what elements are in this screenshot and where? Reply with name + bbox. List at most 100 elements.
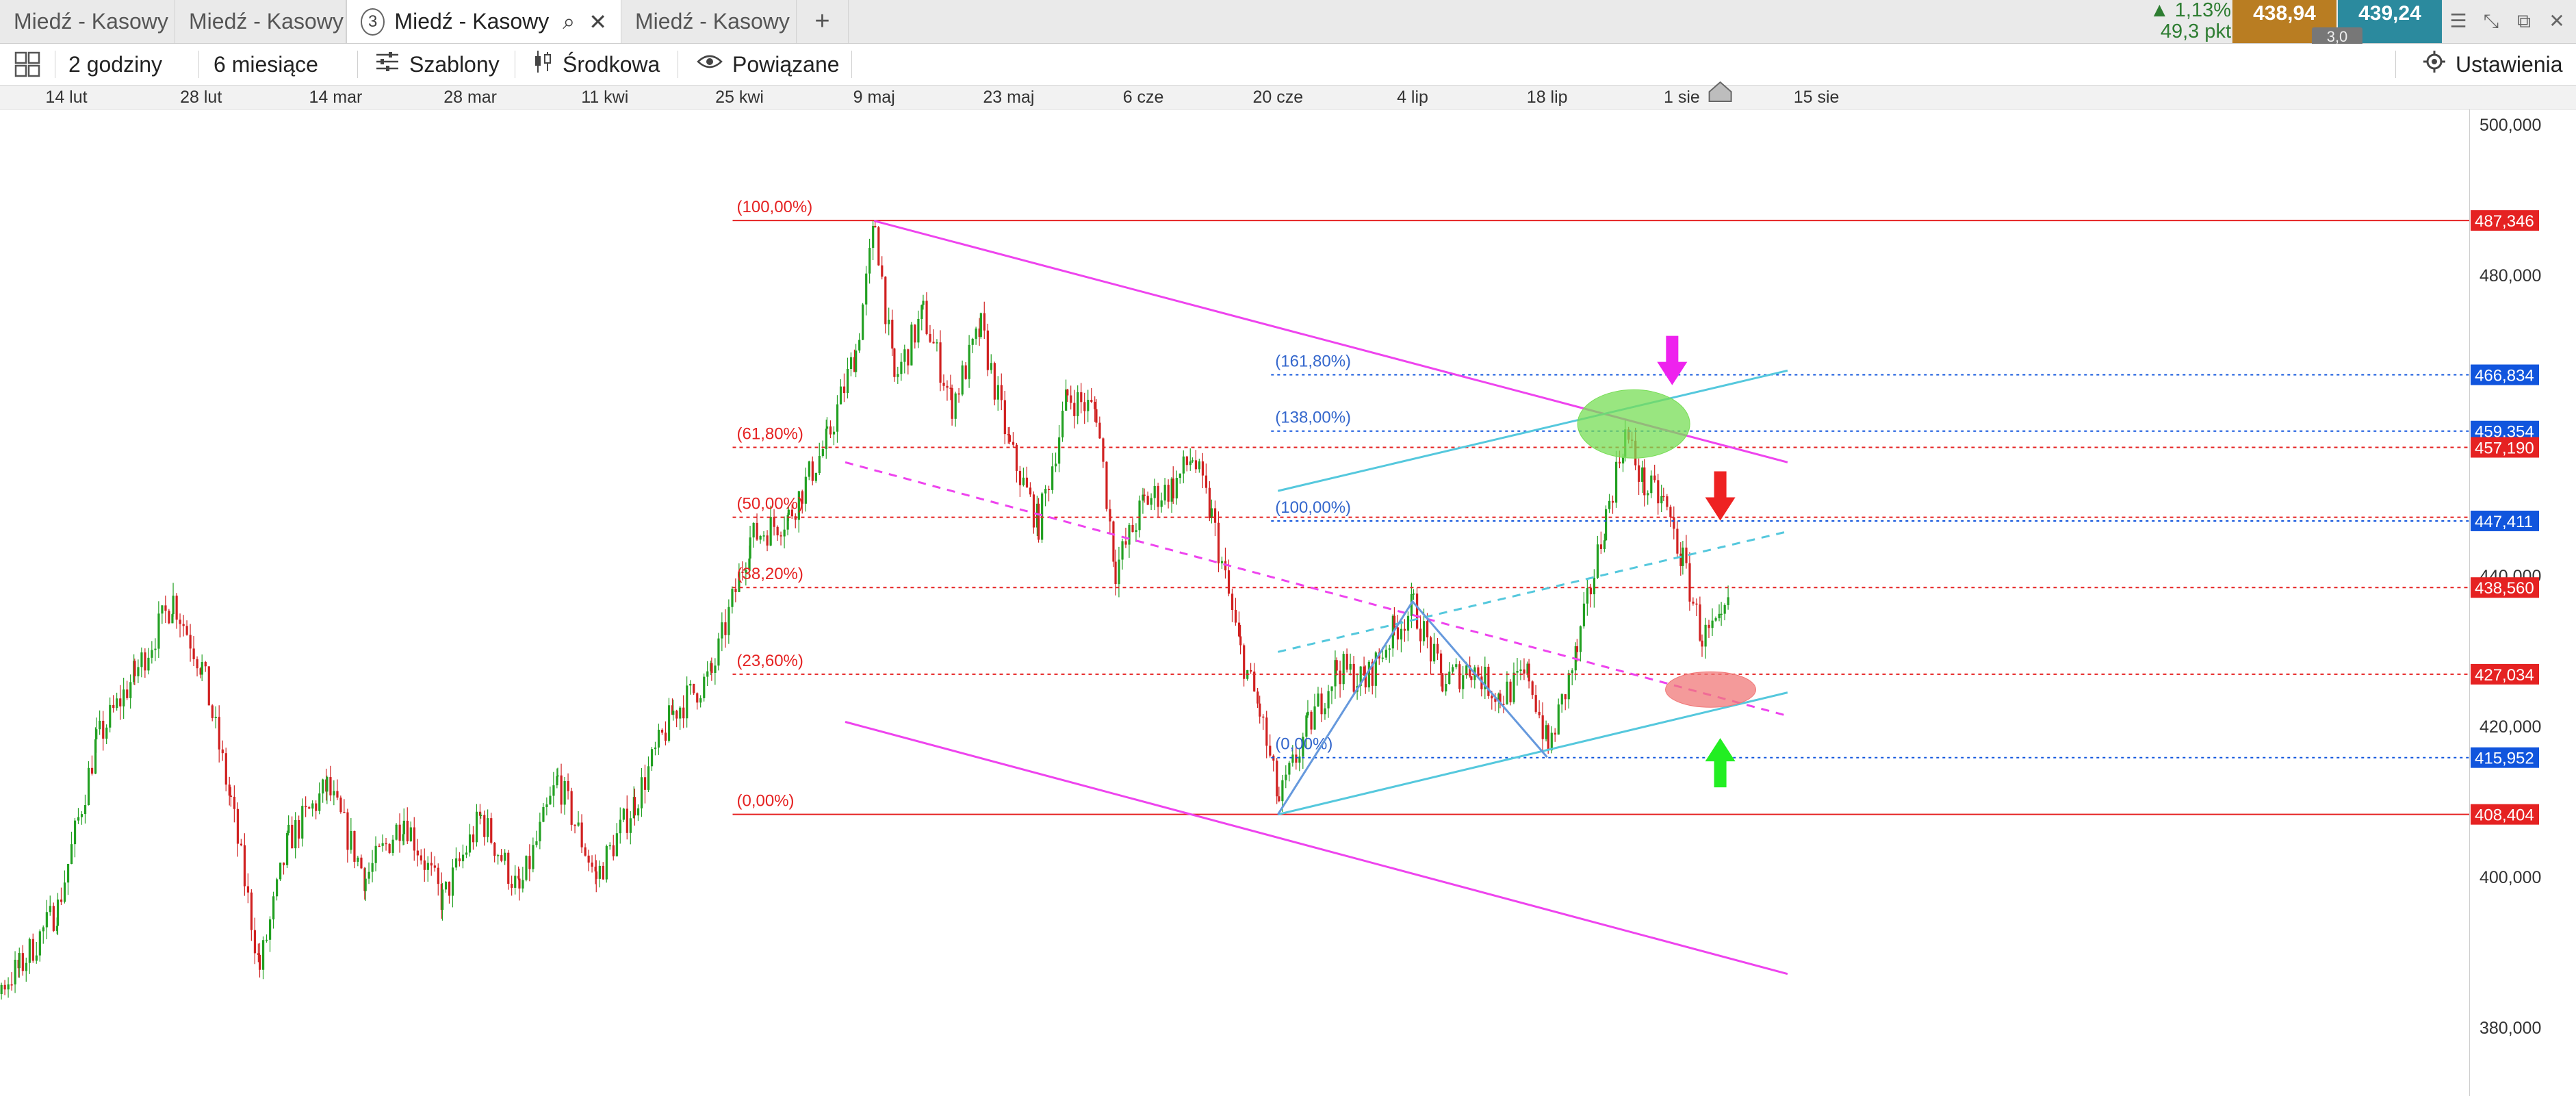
fib-retracement-label: (38,20%) — [737, 565, 803, 583]
tab-1[interactable]: Miedź - Kasowy — [0, 0, 175, 43]
candle-body — [1087, 400, 1090, 411]
candle-body — [56, 900, 60, 926]
candle-body — [1494, 698, 1497, 702]
candle-body — [957, 393, 960, 395]
tab-badge: 3 — [361, 8, 385, 36]
tab-4[interactable]: Miedź - Kasowy — [621, 0, 797, 43]
candle-body — [654, 747, 657, 750]
date-tick-label: 1 sie — [1663, 88, 1700, 107]
fib-retracement-label: (0,00%) — [737, 792, 795, 811]
candle-body — [490, 818, 493, 843]
candle-body — [1035, 503, 1039, 528]
trend-line-rising-upper — [1277, 369, 1788, 492]
candle-body — [756, 522, 758, 540]
candle-body — [818, 455, 821, 474]
indicator-button[interactable]: Środkowa — [532, 44, 660, 85]
candle-body — [888, 319, 890, 324]
candle-body — [95, 729, 98, 740]
candle-body — [925, 301, 928, 334]
templates-button[interactable]: Szablony — [375, 44, 500, 85]
menu-icon[interactable]: ☰ — [2449, 10, 2467, 31]
candle-body — [1025, 477, 1029, 488]
related-button[interactable]: Powiązane — [697, 44, 840, 85]
candle-body — [1109, 509, 1111, 522]
candle-body — [996, 385, 999, 400]
candle-body — [1676, 528, 1679, 554]
popout-icon[interactable]: ⧉ — [2517, 10, 2531, 31]
candle-body — [388, 843, 391, 853]
candle-body — [1345, 654, 1348, 670]
candle-body — [112, 704, 115, 709]
candle-body — [932, 342, 935, 344]
settings-label: Ustawienia — [2456, 51, 2563, 77]
candle-body — [83, 805, 87, 815]
tab-3[interactable]: 3 Miedź - Kasowy ⌕ ✕ — [346, 0, 621, 43]
candle-body — [629, 818, 632, 833]
tab-2[interactable]: Miedź - Kasowy — [175, 0, 346, 43]
candle-body — [900, 361, 903, 374]
candle-body — [179, 620, 181, 624]
candle-body — [1619, 461, 1621, 463]
candle-body — [1070, 395, 1072, 403]
candle-body — [315, 803, 318, 811]
candle-body — [1012, 442, 1015, 445]
candle-body — [1374, 652, 1377, 686]
new-tab-button[interactable]: + — [797, 0, 849, 43]
candle-body — [731, 589, 734, 607]
candle-body — [1083, 402, 1086, 411]
price-tick-label: 480,000 — [2480, 266, 2542, 285]
candle-body — [1608, 500, 1611, 509]
candle-body — [308, 807, 311, 809]
candle-body — [298, 819, 300, 839]
candle-body — [1560, 694, 1563, 705]
candle-body — [339, 798, 342, 813]
interval-selector[interactable]: 2 godziny — [68, 44, 162, 85]
price-marker-tag — [2471, 510, 2539, 531]
window-close-icon[interactable]: ✕ — [2549, 10, 2565, 31]
date-tick-label: 14 mar — [309, 88, 363, 107]
spread-badge: 3,0 — [2312, 27, 2362, 47]
candle-body — [236, 808, 240, 844]
candle-body — [762, 535, 765, 537]
candle-body — [1647, 493, 1649, 496]
candle-body — [951, 388, 953, 419]
candle-body — [660, 729, 664, 733]
search-icon[interactable]: ⌕ — [563, 8, 576, 34]
settings-button[interactable]: Ustawienia — [2423, 44, 2563, 85]
bid-price[interactable]: 438,94 — [2232, 0, 2336, 43]
candle-body — [1723, 604, 1726, 614]
candle-body — [1603, 540, 1606, 549]
sliders-icon — [375, 51, 400, 78]
candle-body — [250, 892, 253, 930]
candle-body — [1302, 737, 1304, 757]
candle-body — [1008, 435, 1012, 442]
candle-body — [487, 818, 489, 837]
layout-grid-icon[interactable] — [14, 44, 41, 85]
candle-body — [1128, 524, 1131, 545]
close-icon[interactable]: ✕ — [589, 9, 607, 34]
candle-body — [1692, 601, 1695, 604]
range-selector[interactable]: 6 miesiące — [214, 44, 318, 85]
candle-body — [1105, 461, 1108, 509]
candle-body — [1359, 666, 1362, 686]
candle-body — [922, 301, 925, 305]
candle-body — [556, 776, 558, 786]
candle-body — [1095, 409, 1098, 423]
candle-body — [1029, 487, 1032, 495]
candle-body — [1657, 480, 1660, 504]
candle-body — [1288, 763, 1291, 775]
candle-body — [87, 767, 90, 806]
candle-body — [353, 830, 356, 862]
candle-body — [1662, 496, 1665, 498]
candle-body — [1682, 547, 1684, 566]
fib-extension-label: (0,00%) — [1275, 735, 1332, 754]
candle-body — [119, 698, 122, 706]
candle-body — [511, 884, 513, 888]
minimize-icon[interactable]: ⤡ — [2483, 10, 2499, 31]
candle-body — [884, 277, 887, 324]
candle-body — [745, 570, 747, 573]
candle-body — [133, 661, 136, 676]
candle-body — [518, 878, 521, 889]
price-axis[interactable]: 500,000 480,000 440,000 420,000 400,000 380,0… — [2469, 110, 2576, 1096]
